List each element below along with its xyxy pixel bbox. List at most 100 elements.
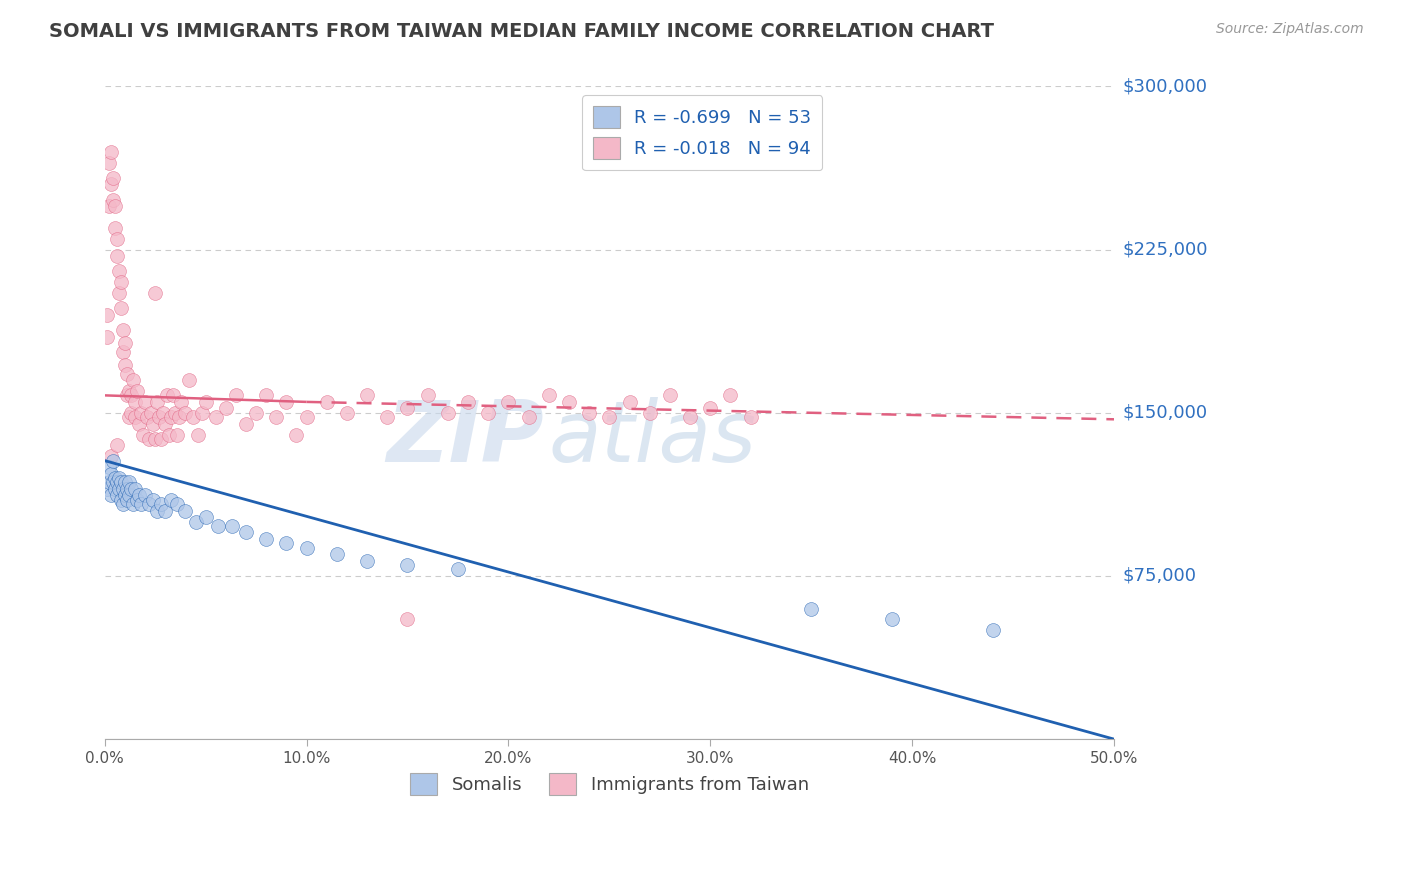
Point: [105, 475, 128, 490]
Point: [104, 220, 127, 235]
Point: [447, 562, 470, 576]
Point: [118, 475, 141, 490]
Point: [416, 388, 439, 402]
Point: [190, 406, 212, 420]
Point: [138, 497, 160, 511]
Point: [658, 388, 681, 402]
Point: [107, 471, 129, 485]
Point: [105, 438, 128, 452]
Point: [285, 427, 308, 442]
Point: [110, 301, 132, 316]
Point: [139, 406, 162, 420]
Point: [276, 395, 298, 409]
Point: [122, 373, 145, 387]
Point: [100, 145, 122, 159]
Point: [276, 536, 298, 550]
Point: [800, 601, 823, 615]
Point: [235, 525, 257, 540]
Point: [101, 453, 124, 467]
Point: [114, 475, 136, 490]
Point: [143, 432, 166, 446]
Point: [111, 344, 134, 359]
Point: [148, 410, 170, 425]
Point: [107, 286, 129, 301]
Point: [96, 482, 118, 496]
Point: [207, 519, 229, 533]
Point: [880, 612, 903, 626]
Point: [517, 410, 540, 425]
Point: [157, 427, 180, 442]
Point: [457, 395, 479, 409]
Point: [101, 193, 124, 207]
Point: [125, 492, 148, 507]
Point: [96, 308, 118, 322]
Point: [146, 504, 169, 518]
Point: [129, 497, 152, 511]
Point: [619, 395, 641, 409]
Point: [125, 384, 148, 398]
Point: [155, 417, 177, 431]
Point: [120, 388, 142, 402]
Point: [356, 554, 378, 568]
Point: [295, 541, 318, 555]
Point: [537, 388, 560, 402]
Point: [124, 395, 146, 409]
Point: [105, 232, 128, 246]
Point: [184, 515, 207, 529]
Point: [110, 475, 132, 490]
Point: [97, 155, 120, 169]
Point: [156, 388, 179, 402]
Point: [115, 388, 138, 402]
Point: [740, 410, 762, 425]
Point: [326, 547, 349, 561]
Point: [166, 497, 188, 511]
Point: [110, 492, 132, 507]
Point: [100, 178, 122, 192]
Point: [245, 406, 267, 420]
Point: [169, 410, 191, 425]
Point: [100, 488, 122, 502]
Point: [111, 323, 134, 337]
Point: [118, 384, 141, 398]
Point: [150, 497, 173, 511]
Point: [134, 395, 156, 409]
Point: [166, 427, 188, 442]
Point: [152, 406, 174, 420]
Point: [396, 612, 419, 626]
Point: [128, 488, 150, 502]
Point: [174, 406, 197, 420]
Point: [477, 406, 499, 420]
Point: [110, 275, 132, 289]
Point: [174, 504, 197, 518]
Point: [115, 367, 138, 381]
Point: [97, 199, 120, 213]
Text: $225,000: $225,000: [1122, 241, 1208, 259]
Point: [254, 388, 277, 402]
Point: [114, 488, 136, 502]
Point: [97, 460, 120, 475]
Point: [105, 488, 128, 502]
Text: atlas: atlas: [548, 397, 756, 481]
Text: Source: ZipAtlas.com: Source: ZipAtlas.com: [1216, 22, 1364, 37]
Point: [134, 488, 156, 502]
Point: [235, 417, 257, 431]
Point: [221, 519, 243, 533]
Point: [179, 373, 201, 387]
Point: [104, 199, 127, 213]
Point: [375, 410, 398, 425]
Point: [114, 336, 136, 351]
Text: SOMALI VS IMMIGRANTS FROM TAIWAN MEDIAN FAMILY INCOME CORRELATION CHART: SOMALI VS IMMIGRANTS FROM TAIWAN MEDIAN …: [49, 22, 994, 41]
Point: [136, 410, 159, 425]
Text: $150,000: $150,000: [1122, 404, 1208, 422]
Point: [104, 482, 127, 496]
Point: [142, 492, 165, 507]
Point: [356, 388, 378, 402]
Point: [124, 410, 146, 425]
Point: [336, 406, 359, 420]
Point: [315, 395, 337, 409]
Point: [100, 450, 122, 464]
Point: [122, 497, 145, 511]
Point: [194, 510, 217, 524]
Point: [437, 406, 460, 420]
Point: [107, 482, 129, 496]
